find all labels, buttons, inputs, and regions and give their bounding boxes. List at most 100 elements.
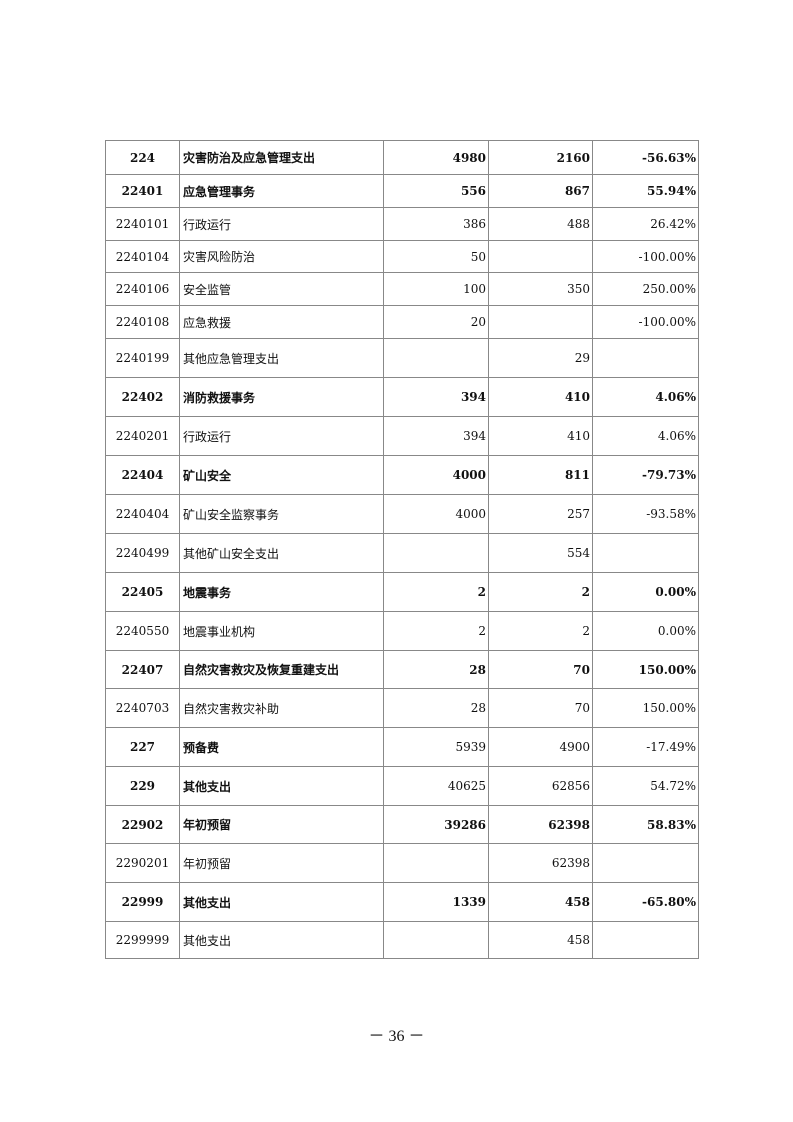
value-previous: 4000 [383, 494, 489, 534]
item-name: 应急救援 [179, 305, 384, 339]
value-current: 2 [488, 572, 593, 612]
change-percent [592, 843, 699, 883]
value-previous: 20 [383, 305, 489, 339]
change-percent: 4.06% [592, 377, 699, 417]
item-name: 其他支出 [179, 766, 384, 806]
value-current: 62856 [488, 766, 593, 806]
item-name: 安全监管 [179, 272, 384, 306]
table-row: 2240404 矿山安全监察事务 4000 257 -93.58% [105, 494, 699, 534]
item-name: 行政运行 [179, 416, 384, 456]
change-percent: -17.49% [592, 727, 699, 767]
change-percent: -93.58% [592, 494, 699, 534]
item-code: 2240499 [105, 533, 180, 573]
value-previous: 39286 [383, 805, 489, 844]
value-previous: 394 [383, 377, 489, 417]
table-row: 2240703 自然灾害救灾补助 28 70 150.00% [105, 688, 699, 728]
item-code: 2240106 [105, 272, 180, 306]
item-code: 2240201 [105, 416, 180, 456]
table-row: 2240108 应急救援 20 -100.00% [105, 305, 699, 339]
value-previous: 386 [383, 207, 489, 241]
value-current: 458 [488, 921, 593, 959]
value-previous: 394 [383, 416, 489, 456]
value-previous: 28 [383, 650, 489, 689]
item-code: 2240404 [105, 494, 180, 534]
item-code: 2240199 [105, 338, 180, 378]
change-percent: -56.63% [592, 140, 699, 175]
value-current: 410 [488, 377, 593, 417]
value-previous: 4000 [383, 455, 489, 495]
value-current: 4900 [488, 727, 593, 767]
item-code: 2299999 [105, 921, 180, 959]
item-name: 地震事务 [179, 572, 384, 612]
change-percent: 54.72% [592, 766, 699, 806]
change-percent: 55.94% [592, 174, 699, 208]
value-previous: 40625 [383, 766, 489, 806]
page-number: － 36 － [368, 1028, 425, 1045]
change-percent: 150.00% [592, 650, 699, 689]
item-name: 预备费 [179, 727, 384, 767]
value-previous [383, 843, 489, 883]
value-previous: 556 [383, 174, 489, 208]
change-percent: -79.73% [592, 455, 699, 495]
table-row: 22999 其他支出 1339 458 -65.80% [105, 882, 699, 922]
value-current [488, 240, 593, 273]
item-code: 22902 [105, 805, 180, 844]
value-current: 458 [488, 882, 593, 922]
item-code: 2240101 [105, 207, 180, 241]
item-name: 其他支出 [179, 882, 384, 922]
item-name: 自然灾害救灾补助 [179, 688, 384, 728]
table-row: 22902 年初预留 39286 62398 58.83% [105, 805, 699, 844]
value-current: 62398 [488, 843, 593, 883]
item-code: 227 [105, 727, 180, 767]
item-name: 矿山安全监察事务 [179, 494, 384, 534]
value-current: 488 [488, 207, 593, 241]
item-code: 2240104 [105, 240, 180, 273]
table-row: 2240499 其他矿山安全支出 554 [105, 533, 699, 573]
change-percent [592, 338, 699, 378]
value-current: 70 [488, 650, 593, 689]
item-name: 应急管理事务 [179, 174, 384, 208]
value-current: 2160 [488, 140, 593, 175]
item-code: 22402 [105, 377, 180, 417]
value-current: 257 [488, 494, 593, 534]
item-name: 其他应急管理支出 [179, 338, 384, 378]
change-percent: 150.00% [592, 688, 699, 728]
table-row: 22401 应急管理事务 556 867 55.94% [105, 174, 699, 208]
change-percent: 250.00% [592, 272, 699, 306]
item-code: 22401 [105, 174, 180, 208]
value-previous: 5939 [383, 727, 489, 767]
value-previous: 4980 [383, 140, 489, 175]
item-name: 其他支出 [179, 921, 384, 959]
change-percent: -65.80% [592, 882, 699, 922]
item-code: 224 [105, 140, 180, 175]
value-previous: 2 [383, 572, 489, 612]
value-current: 2 [488, 611, 593, 651]
item-code: 22404 [105, 455, 180, 495]
item-name: 年初预留 [179, 843, 384, 883]
item-name: 自然灾害救灾及恢复重建支出 [179, 650, 384, 689]
item-name: 年初预留 [179, 805, 384, 844]
table-row: 22405 地震事务 2 2 0.00% [105, 572, 699, 612]
value-current: 350 [488, 272, 593, 306]
item-name: 矿山安全 [179, 455, 384, 495]
value-current: 554 [488, 533, 593, 573]
item-name: 灾害风险防治 [179, 240, 384, 273]
change-percent: 58.83% [592, 805, 699, 844]
item-name: 其他矿山安全支出 [179, 533, 384, 573]
table-row: 2299999 其他支出 458 [105, 921, 699, 959]
value-previous: 100 [383, 272, 489, 306]
change-percent: 4.06% [592, 416, 699, 456]
table-row: 2240201 行政运行 394 410 4.06% [105, 416, 699, 456]
table-row: 2290201 年初预留 62398 [105, 843, 699, 883]
value-previous: 1339 [383, 882, 489, 922]
table-row: 224 灾害防治及应急管理支出 4980 2160 -56.63% [105, 140, 699, 175]
budget-table: 224 灾害防治及应急管理支出 4980 2160 -56.63% 22401 应急管理事务… [105, 140, 699, 959]
table-row: 22404 矿山安全 4000 811 -79.73% [105, 455, 699, 495]
change-percent: -100.00% [592, 240, 699, 273]
change-percent: 26.42% [592, 207, 699, 241]
change-percent: 0.00% [592, 572, 699, 612]
table-row: 22402 消防救援事务 394 410 4.06% [105, 377, 699, 417]
item-name: 地震事业机构 [179, 611, 384, 651]
value-previous [383, 338, 489, 378]
table-row: 2240106 安全监管 100 350 250.00% [105, 272, 699, 306]
